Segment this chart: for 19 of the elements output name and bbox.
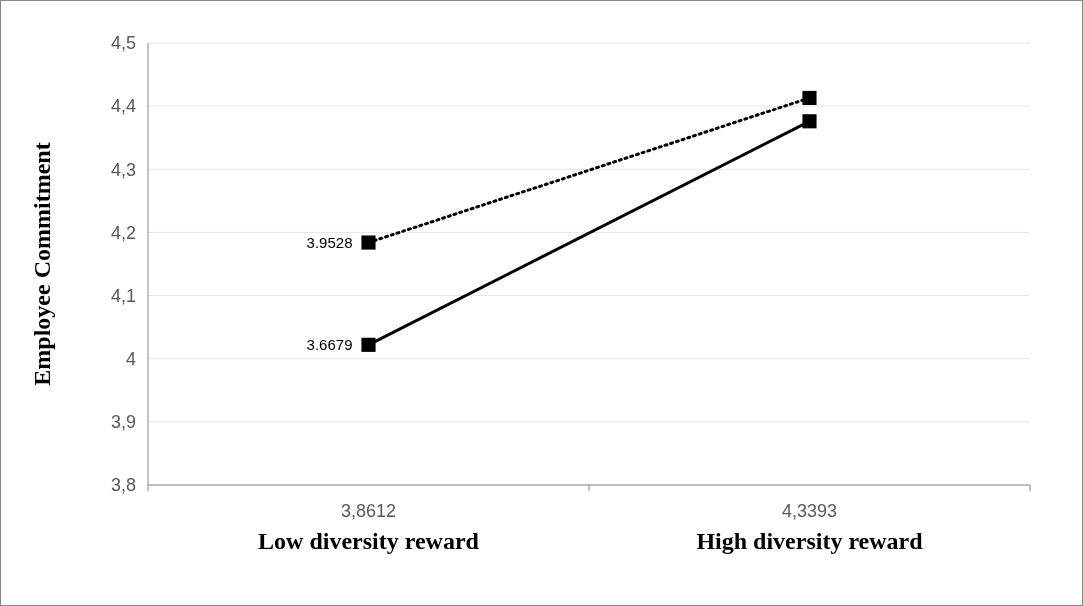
y-tick-label: 4,3 [110,159,136,180]
point [361,337,376,352]
y-tick-label: 3,8 [110,475,136,496]
x-tick-label: 3,8612 [340,501,397,521]
annotation: 3.6679 [306,336,353,354]
y-tick-label: 4,2 [110,222,136,243]
y-tick-label: 4 [125,349,136,370]
point [802,90,817,106]
point [802,114,817,129]
y-tick-label: 4,1 [110,285,136,306]
y-tick-label: 3,9 [110,412,136,433]
annotation: 3.9528 [306,233,353,251]
x-tick-label: 4,3393 [781,501,838,521]
point [361,235,376,250]
y-tick-label: 4,4 [110,96,136,117]
text: High diversity reward [696,528,924,554]
y-axis-title: Employee Commitment [29,142,55,386]
y-tick-label: 4,5 [110,33,136,54]
text: Low diversity reward [258,528,480,554]
